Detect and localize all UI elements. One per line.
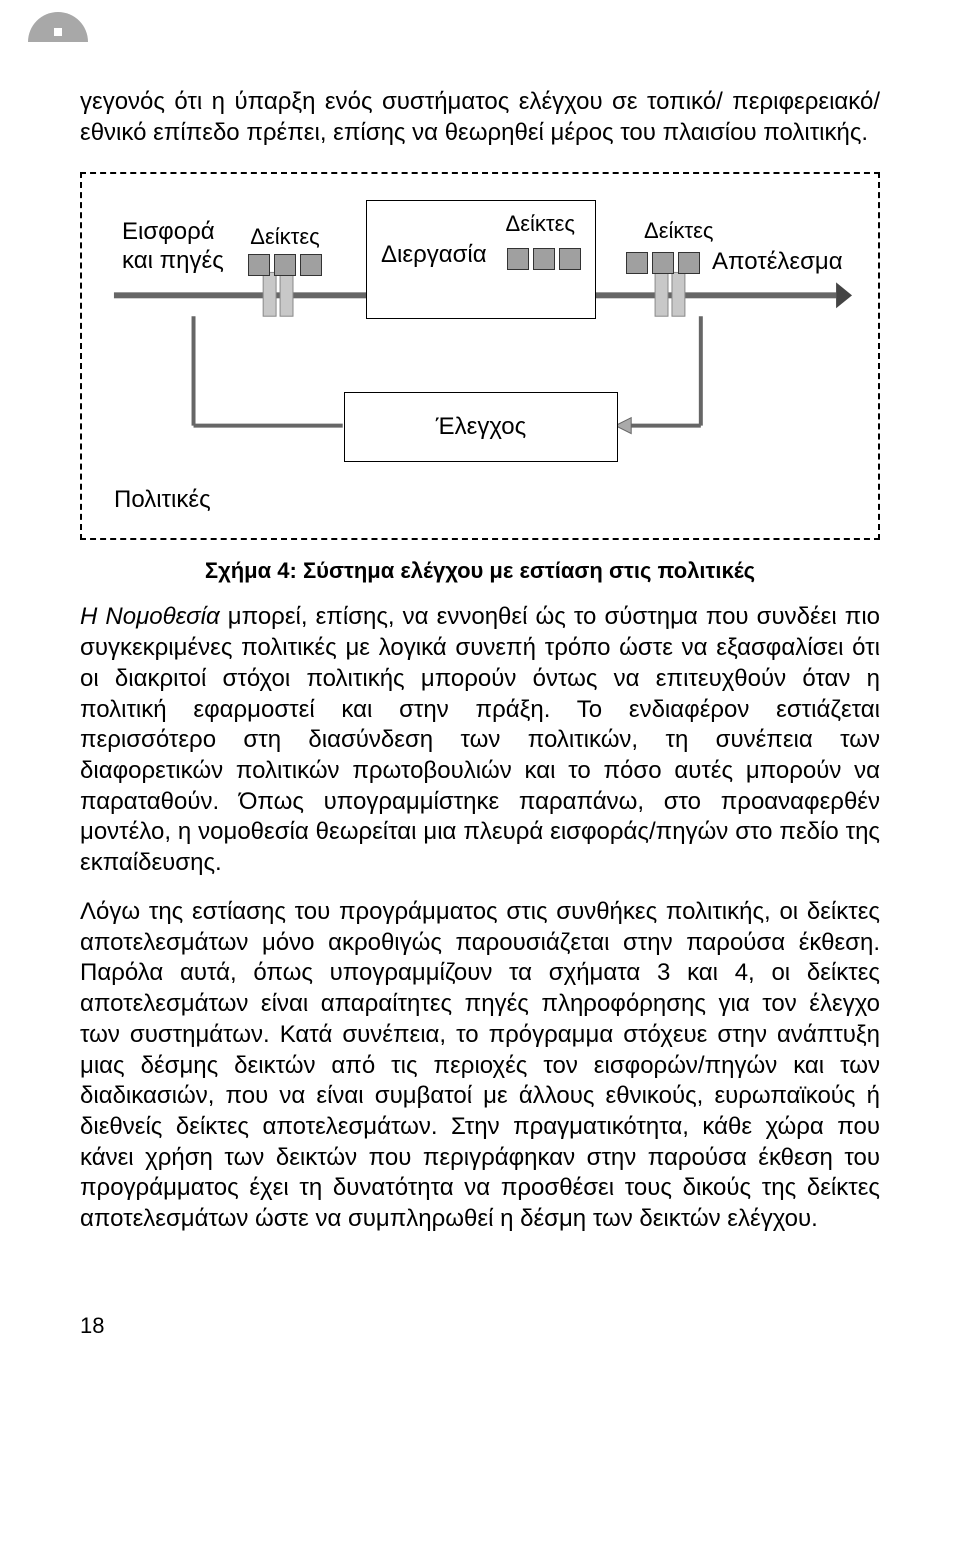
indicator-box bbox=[652, 252, 674, 274]
indicator-box bbox=[678, 252, 700, 274]
input-label: Εισφορά και πηγές bbox=[122, 218, 238, 276]
paragraph-2: Η Νομοθεσία μπορεί, επίσης, να εννοηθεί … bbox=[80, 602, 880, 878]
process-node: Δείκτες Διεργασία bbox=[366, 200, 596, 319]
page-content: γεγονός ότι η ύπαρξη ενός συστήματος ελέ… bbox=[0, 47, 960, 1283]
process-label: Διεργασία bbox=[381, 241, 487, 270]
control-label: Έλεγχος bbox=[436, 413, 526, 440]
indicators-label-1: Δείκτες bbox=[250, 224, 320, 250]
page-number: 18 bbox=[80, 1313, 960, 1339]
policies-label: Πολιτικές bbox=[114, 486, 211, 514]
header-decoration bbox=[18, 0, 960, 47]
indicators-label-3: Δείκτες bbox=[644, 218, 714, 244]
indicator-box bbox=[559, 248, 581, 270]
indicators-label-2: Δείκτες bbox=[506, 211, 576, 237]
output-label: Αποτέλεσμα bbox=[712, 248, 843, 277]
output-node: Δείκτες Αποτέλεσμα bbox=[626, 218, 846, 277]
indicator-box bbox=[300, 254, 322, 276]
control-box: Έλεγχος bbox=[344, 392, 618, 462]
input-node: Εισφορά και πηγές Δείκτες bbox=[122, 218, 322, 276]
indicator-boxes-input bbox=[248, 254, 322, 276]
indicator-box bbox=[533, 248, 555, 270]
paragraph-1: γεγονός ότι η ύπαρξη ενός συστήματος ελέ… bbox=[80, 87, 880, 148]
figure-caption: Σχήμα 4: Σύστημα ελέγχου με εστίαση στις… bbox=[80, 558, 880, 584]
diagram-frame: Εισφορά και πηγές Δείκτες Δείκτες bbox=[80, 172, 880, 540]
indicator-boxes-process bbox=[507, 248, 581, 270]
para2-italic-lead: Η Νομοθεσία bbox=[80, 603, 220, 630]
indicator-boxes-output bbox=[626, 252, 700, 274]
indicator-box bbox=[248, 254, 270, 276]
indicator-box bbox=[274, 254, 296, 276]
para2-body: μπορεί, επίσης, να εννοηθεί ώς το σύστημ… bbox=[80, 603, 880, 876]
indicator-box bbox=[626, 252, 648, 274]
paragraph-3: Λόγω της εστίασης του προγράμματος στις … bbox=[80, 897, 880, 1235]
indicator-box bbox=[507, 248, 529, 270]
